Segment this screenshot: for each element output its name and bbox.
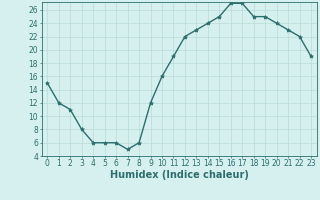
X-axis label: Humidex (Indice chaleur): Humidex (Indice chaleur): [110, 170, 249, 180]
